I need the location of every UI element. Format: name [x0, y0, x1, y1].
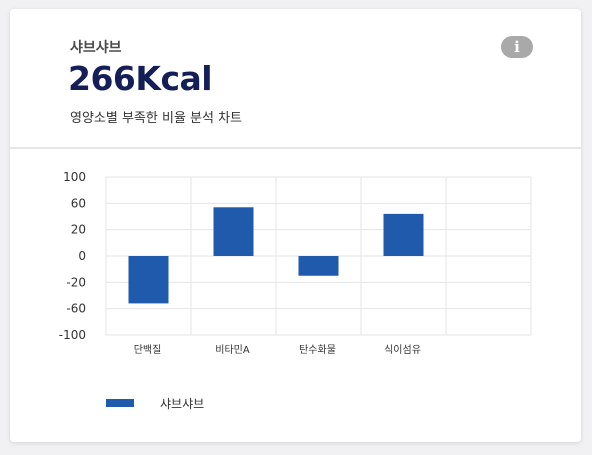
bar: [128, 256, 169, 304]
legend-swatch: [106, 399, 134, 407]
y-tick-label: 0: [78, 249, 86, 263]
card-header: 샤브샤브 266Kcal 영양소별 부족한 비율 분석 차트 i: [10, 9, 581, 147]
y-tick-label: -100: [59, 328, 86, 342]
y-tick-label: 100: [63, 170, 86, 184]
x-tick-label: 식이섬유: [384, 344, 421, 356]
chart-description: 영양소별 부족한 비율 분석 차트: [70, 111, 243, 126]
y-tick-label: -20: [66, 275, 86, 289]
info-icon[interactable]: i: [501, 36, 533, 58]
chart-card: 샤브샤브 266Kcal 영양소별 부족한 비율 분석 차트 i 100 60 20…: [10, 9, 581, 442]
bar: [213, 207, 254, 256]
x-tick-label: 탄수화물: [299, 344, 336, 356]
calorie-value: 266Kcal: [68, 59, 213, 98]
y-tick-label: -60: [66, 302, 86, 316]
y-tick-label: 20: [71, 223, 86, 237]
nutrient-bar-chart: 100 60 20 0 -20 -60 -100 단백질 비타민A 탄수화물 식이섬유: [59, 170, 532, 356]
chart-legend: 샤브샤브: [106, 395, 204, 411]
bar: [298, 256, 339, 276]
y-tick-label: 60: [71, 196, 86, 210]
bar: [383, 213, 424, 256]
x-tick-label: 비타민A: [215, 344, 250, 356]
x-tick-label: 단백질: [134, 344, 162, 356]
header-divider: [10, 147, 581, 149]
food-name: 샤브샤브: [70, 40, 122, 56]
legend-label: 샤브샤브: [160, 396, 205, 411]
